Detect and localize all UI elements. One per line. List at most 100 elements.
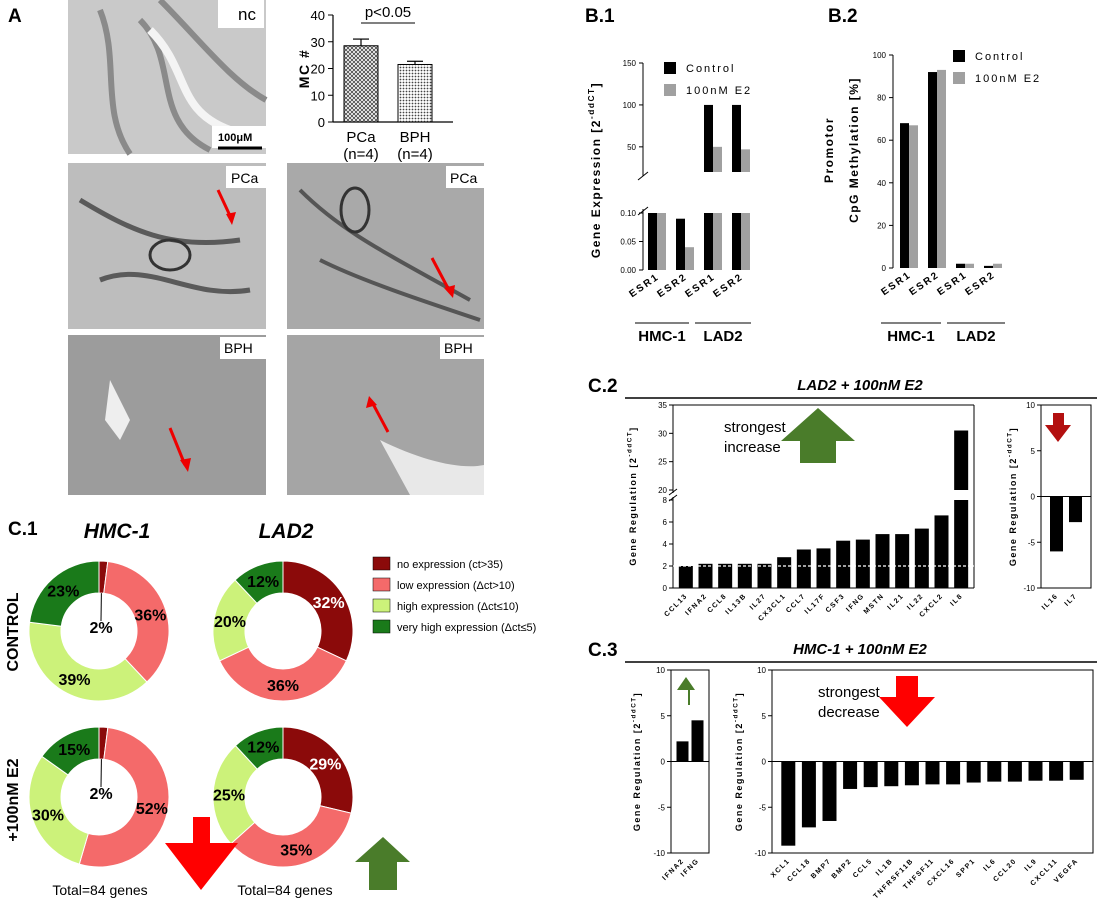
regulation-bar: [781, 761, 796, 846]
regulation-bar: [698, 563, 713, 588]
y-tick-label: 40: [311, 8, 325, 23]
y-tick-label: -5: [759, 803, 767, 812]
y-tick-label: 10: [656, 666, 665, 675]
donut-slice: [41, 726, 100, 776]
panel-b1-label: B.1: [585, 6, 615, 27]
regulation-bar: [966, 761, 981, 783]
b2-chart: 0 20 40 60 80 100 Promotor CpG Methylation [%] E…: [822, 50, 1039, 345]
col-title-hmc: HMC-1: [84, 520, 151, 543]
regulation-bar: [836, 540, 851, 588]
y-tick-label: 40: [877, 179, 886, 188]
y-tick-label: 0: [762, 758, 767, 767]
y-tick-label: 0: [318, 115, 325, 130]
legend-label: very high expression (Δct≤5): [397, 622, 536, 634]
regulation-bar: [777, 557, 792, 588]
x-tick-label: (n=4): [343, 146, 378, 163]
x-tick-label: IFNA2: [684, 592, 709, 617]
x-tick-label: IL16: [1041, 592, 1060, 611]
x-tick-label: ESR1: [879, 269, 913, 298]
y-tick-label: 100: [873, 51, 887, 60]
x-tick-label: IL21: [886, 592, 905, 611]
y-tick-label: 0: [661, 758, 666, 767]
x-tick-label: BMP2: [831, 857, 854, 880]
down-arrow-red: [165, 817, 238, 890]
donut-label: 35%: [280, 842, 312, 859]
y-tick-label: -5: [658, 803, 666, 812]
y-tick-label: -10: [653, 849, 665, 858]
regulation-bar: [718, 563, 733, 588]
regulation-bar: [678, 566, 693, 588]
donut-label: 12%: [247, 740, 279, 757]
red-arrow: [168, 427, 187, 466]
c1-legend: no expression (ct>35) low expression (Δct…: [372, 556, 536, 634]
c3-note-l1: strongest: [818, 684, 881, 701]
total-lad: Total=84 genes: [237, 882, 332, 898]
y-tick-label: 10: [1026, 401, 1035, 410]
y-tick-label: 5: [661, 712, 666, 721]
y-tick-label: 30: [658, 429, 667, 438]
legend-label: low expression (Δct>10): [397, 580, 515, 592]
y-tick-label: 80: [877, 94, 886, 103]
x-tick-label: IL8: [949, 592, 964, 607]
regulation-bar: [1007, 761, 1022, 782]
b1-chart: 0.00 0.05 0.10 50 100 150 Gene Expression [2-d…: [586, 59, 752, 345]
scale-bar-label: 100μM: [218, 132, 252, 144]
regulation-bar: [855, 539, 870, 588]
total-hmc: Total=84 genes: [52, 882, 147, 898]
y-axis-label: Gene Regulation [2-ddCT]: [733, 692, 745, 831]
legend-swatch: [372, 556, 391, 571]
donut-slice: [28, 560, 100, 627]
donut-label: 2%: [89, 620, 112, 637]
b2-bar: [909, 125, 918, 268]
regulation-bar: [843, 761, 858, 789]
y-axis-label: MC #: [296, 49, 312, 88]
y-tick-label: 10: [757, 666, 766, 675]
donut-slice: [218, 646, 348, 702]
micrograph-bph-1: [68, 335, 266, 495]
regulation-bar: [954, 430, 969, 490]
x-tick-label: BMP7: [810, 857, 833, 880]
donut-label: 25%: [213, 787, 245, 804]
donut-label: 39%: [58, 672, 90, 689]
y-tick-label: 0: [1031, 493, 1036, 502]
b1-bar: [704, 104, 713, 172]
regulation-bar: [676, 741, 689, 762]
b1-bar: [732, 213, 741, 270]
donut-slice: [282, 560, 354, 662]
regulation-bar: [737, 563, 752, 588]
mc-bar: [343, 45, 379, 123]
down-arrow-red: [879, 676, 935, 727]
x-tick-label: PCa: [346, 129, 376, 146]
donut-label: 32%: [313, 595, 345, 612]
y-tick-label: 8: [663, 496, 668, 505]
regulation-bar: [1049, 761, 1064, 781]
y-tick-label: 25: [658, 458, 667, 467]
donut-label: 2%: [89, 786, 112, 803]
legend-label: 100nM E2: [686, 85, 752, 97]
y-tick-label: -5: [1028, 538, 1036, 547]
y-tick-label: 30: [311, 35, 325, 50]
x-tick-label: CCL13: [663, 592, 689, 618]
panel-a-label: A: [8, 6, 22, 27]
b1-bar: [704, 213, 713, 270]
y-tick-label: 20: [658, 486, 667, 495]
x-tick-label: IL9: [1024, 857, 1039, 872]
x-tick-label: ESR1: [935, 269, 969, 298]
regulation-bar: [946, 761, 961, 785]
up-arrow-green: [677, 677, 695, 705]
regulation-bar: [895, 534, 910, 588]
up-arrow-green: [781, 408, 855, 463]
group-label: HMC-1: [887, 328, 935, 345]
panel-a-micrographs: [68, 0, 484, 495]
c2-down-chart: -10 -5 0 5 10 Gene Regulation [2-ddCT] IL16 IL7: [1007, 401, 1092, 612]
y-tick-label: 0: [882, 264, 887, 273]
legend-swatch: [953, 50, 965, 62]
group-label: LAD2: [956, 328, 995, 345]
legend-swatch: [953, 72, 965, 84]
donut-slice: [282, 726, 354, 814]
down-arrow-red: [1045, 413, 1071, 442]
regulation-bar: [822, 761, 837, 821]
panel-c3-label: C.3: [588, 640, 618, 661]
